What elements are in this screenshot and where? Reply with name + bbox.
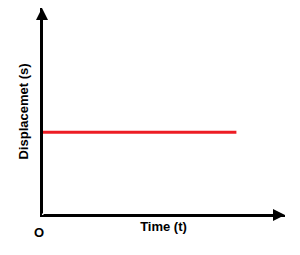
svg-text:O: O: [34, 225, 44, 240]
svg-text:Displacemet (s): Displacemet (s): [16, 63, 31, 159]
svg-text:Time (t): Time (t): [140, 219, 187, 234]
